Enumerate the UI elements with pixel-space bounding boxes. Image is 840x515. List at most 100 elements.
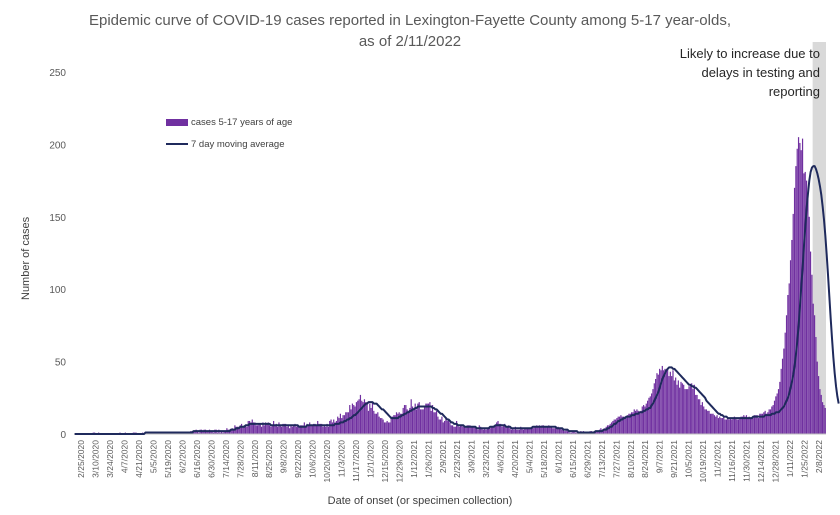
bar — [721, 418, 724, 434]
bar — [617, 416, 619, 434]
x-tick-label: 12/29/2020 — [394, 440, 404, 483]
bar — [630, 412, 633, 434]
bar — [708, 410, 710, 434]
bar — [799, 142, 801, 434]
bar — [252, 422, 255, 434]
bar — [759, 413, 761, 434]
bar — [363, 399, 366, 434]
bar — [247, 420, 249, 434]
bar — [745, 415, 748, 434]
bar — [216, 432, 219, 434]
bar — [596, 431, 598, 434]
x-tick-label: 4/20/2021 — [510, 440, 520, 478]
bar — [609, 423, 611, 434]
bar — [797, 137, 800, 434]
bar — [282, 423, 284, 434]
bar — [671, 376, 673, 434]
bar — [488, 428, 490, 434]
bar — [518, 429, 520, 434]
bar — [341, 418, 343, 434]
bar — [286, 426, 288, 434]
bar — [289, 428, 291, 434]
bar — [528, 428, 530, 434]
bar — [533, 426, 535, 434]
bar — [736, 419, 738, 434]
bar — [220, 431, 223, 434]
x-tick-label: 6/1/2021 — [554, 440, 564, 473]
bar — [406, 409, 408, 434]
x-tick-label: 3/23/2021 — [481, 440, 491, 478]
bar — [443, 420, 446, 434]
bar — [637, 410, 639, 434]
x-tick-label: 8/25/2020 — [264, 440, 274, 478]
bar — [403, 405, 406, 434]
bar — [554, 426, 557, 434]
bar — [492, 426, 494, 434]
bar — [729, 418, 732, 434]
bar — [779, 381, 781, 434]
bar — [683, 384, 685, 434]
bar — [433, 412, 435, 434]
bar — [629, 413, 631, 434]
bar — [391, 416, 394, 434]
x-tick-label: 1/25/2022 — [799, 440, 809, 478]
bar — [223, 431, 225, 434]
bar — [335, 420, 337, 434]
x-tick-label: 12/1/2020 — [366, 440, 376, 478]
bar — [357, 400, 359, 434]
legend-swatch-line — [166, 143, 188, 145]
bar — [768, 409, 770, 434]
bar — [239, 425, 241, 434]
bar — [626, 415, 629, 434]
x-tick-label: 3/24/2020 — [105, 440, 115, 478]
x-tick-label: 12/14/2021 — [756, 440, 766, 483]
bar — [785, 315, 788, 434]
bar — [542, 425, 545, 434]
bar — [395, 412, 398, 434]
bar — [639, 413, 641, 434]
bar — [274, 425, 276, 434]
bar — [194, 431, 196, 434]
y-axis-title: Number of cases — [20, 216, 32, 300]
bar — [675, 377, 677, 434]
bar — [402, 407, 404, 434]
bar — [484, 428, 486, 434]
bar — [387, 422, 390, 434]
bar — [277, 426, 279, 434]
bar — [815, 336, 817, 434]
x-tick-label: 4/21/2020 — [134, 440, 144, 478]
bar — [250, 422, 252, 434]
bar — [647, 400, 649, 434]
bar — [333, 419, 335, 434]
bar — [407, 410, 410, 434]
bar — [661, 365, 663, 434]
bar — [813, 315, 816, 434]
bar — [361, 400, 363, 434]
bar — [597, 431, 599, 434]
bar — [608, 425, 610, 434]
bar — [258, 423, 260, 434]
y-tick-label: 250 — [49, 68, 66, 79]
bar — [755, 415, 757, 434]
bar — [819, 389, 821, 434]
bar — [695, 394, 697, 434]
bar — [538, 425, 541, 434]
bar — [441, 416, 443, 434]
bar — [634, 410, 637, 434]
bar — [685, 389, 687, 434]
bar — [622, 416, 625, 434]
bar — [696, 394, 698, 434]
bar — [207, 431, 209, 434]
bar — [434, 412, 436, 434]
bar — [477, 429, 479, 434]
bar — [780, 368, 782, 434]
bar — [552, 428, 554, 434]
bar — [481, 428, 483, 434]
bar — [653, 383, 655, 434]
bar — [530, 426, 533, 434]
y-tick-label: 50 — [55, 358, 67, 369]
bar — [512, 428, 514, 434]
bar — [262, 422, 264, 434]
x-tick-label: 7/28/2020 — [235, 440, 245, 478]
